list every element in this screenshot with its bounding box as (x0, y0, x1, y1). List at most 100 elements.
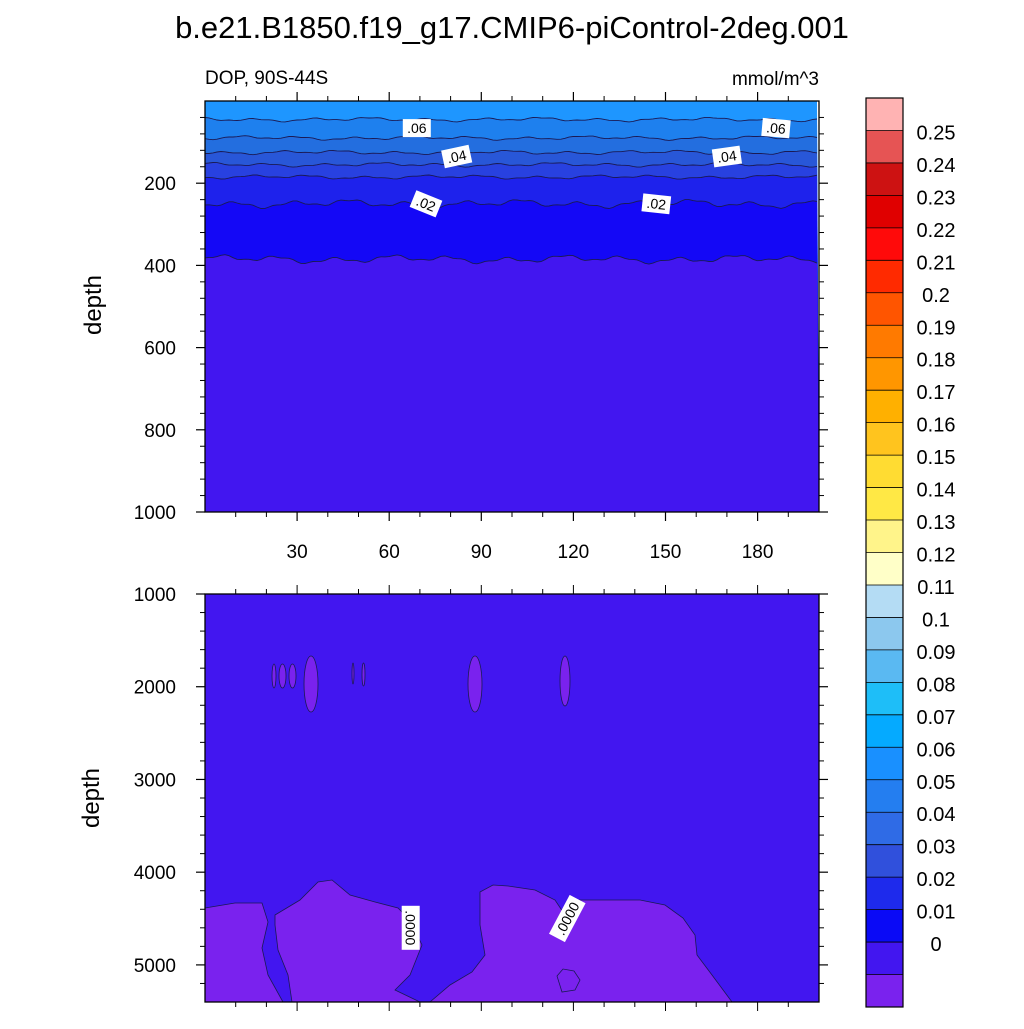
colorbar-swatch (866, 357, 903, 391)
colorbar-label: 0.21 (917, 252, 956, 274)
lower-contour-fill (204, 594, 819, 1003)
colorbar-label: 0.09 (917, 642, 956, 664)
colorbar-label: 0.07 (917, 707, 956, 729)
colorbar-label: 0.25 (917, 122, 956, 144)
upper-y-axis-label: depth (80, 275, 107, 335)
colorbar-label: 0 (930, 934, 941, 956)
colorbar-label: 0.04 (917, 804, 956, 826)
upper-subtitle-left: DOP, 90S-44S (205, 68, 328, 89)
y-tick-label: 3000 (134, 770, 176, 791)
colorbar-swatch (866, 487, 903, 521)
colorbar-label: 0.23 (917, 187, 956, 209)
contour-line-7 (204, 254, 818, 265)
upper-panel: DOP, 90S-44S mmol/m^3 depth .06 .06 .04 .04… (80, 68, 828, 563)
colorbar-swatch (866, 325, 903, 359)
colorbar-swatch (866, 130, 903, 164)
contour-label-5: .02 (641, 193, 672, 215)
colorbar: 0.25 0.24 0.23 0.22 0.21 0.2 0.19 0.18 0.17 0.16 0… (865, 97, 956, 1008)
contour-line-5 (204, 174, 818, 180)
contour-label-text: .06 (407, 120, 427, 136)
y-tick-label: 600 (144, 339, 176, 360)
contour-label-0: .06 (402, 119, 431, 138)
y-tick-label: 1000 (134, 503, 176, 524)
colorbar-swatch (866, 227, 903, 261)
colorbar-label: 0.1 (922, 609, 950, 631)
contour-label-text: .0000 (403, 910, 419, 945)
contour-line-6 (204, 199, 818, 210)
shallow-pocket-7 (559, 655, 571, 707)
contour-label-3: .04 (711, 145, 743, 168)
colorbar-label: 0.13 (917, 512, 956, 534)
colorbar-swatch (866, 682, 903, 716)
contour-label-box (409, 190, 443, 218)
deep-region-center-right (428, 884, 733, 1003)
contour-label-text: .02 (646, 195, 667, 213)
upper-plot-frame (204, 100, 820, 513)
colorbar-swatch (866, 422, 903, 456)
contour-label-text: .04 (446, 147, 469, 167)
colorbar-label: 0.19 (917, 317, 956, 339)
contour-label-box (402, 119, 431, 138)
x-tick-label: 30 (287, 542, 308, 563)
colorbar-label: 0.18 (917, 350, 956, 372)
contour-label-2: .04 (441, 144, 473, 169)
x-tick-label: 60 (379, 542, 400, 563)
contour-label-box (401, 905, 420, 950)
colorbar-label: 0.03 (917, 837, 956, 859)
x-tick-label: 120 (558, 542, 590, 563)
colorbar-swatch (866, 974, 903, 1008)
contour-band-7 (205, 254, 819, 512)
lower-y-axis-label: depth (78, 768, 105, 828)
colorbar-swatch (866, 942, 903, 975)
colorbar-label: 0.2 (922, 285, 950, 307)
contour-label-1: .06 (761, 117, 791, 139)
x-tick-label: 150 (650, 542, 682, 563)
upper-contour-fill (205, 101, 819, 513)
colorbar-swatch (866, 98, 903, 131)
contour-label-box (761, 117, 791, 139)
colorbar-label: 0.24 (917, 155, 956, 177)
y-tick-label: 4000 (134, 863, 176, 884)
colorbar-swatch (866, 260, 903, 294)
y-tick-label: 5000 (134, 956, 176, 977)
colorbar-swatch (866, 844, 903, 878)
chart-title: b.e21.B1850.f19_g17.CMIP6-piControl-2deg… (175, 10, 849, 45)
y-tick-label: 800 (144, 421, 176, 442)
colorbar-swatch (866, 584, 903, 618)
contour-label-box (711, 145, 743, 168)
shallow-pocket-5 (361, 662, 366, 687)
colorbar-swatch (866, 649, 903, 683)
contour-label-box (641, 193, 672, 215)
colorbar-label: 0.12 (917, 545, 956, 567)
colorbar-swatch (866, 552, 903, 586)
colorbar-label: 0.11 (917, 577, 954, 599)
lower-contour-label-0: .0000 (401, 905, 420, 950)
colorbar-swatch (866, 812, 903, 846)
shallow-pocket-2 (271, 663, 277, 689)
colorbar-label: 0.05 (917, 772, 956, 794)
colorbar-swatch (866, 455, 903, 488)
upper-axis-ticks: 200 400 600 800 1000 30 60 90 120 150 180 (134, 92, 828, 563)
contour-label-box (441, 144, 473, 169)
deep-blob-small (556, 968, 581, 993)
colorbar-swatch (866, 520, 903, 553)
colorbar-swatch (866, 390, 903, 424)
contour-label-4: .02 (409, 190, 443, 218)
colorbar-swatch (866, 909, 903, 943)
shallow-pocket-6 (467, 655, 483, 713)
upper-subtitle-right: mmol/m^3 (732, 69, 819, 90)
colorbar-label: 0.15 (917, 447, 956, 469)
colorbar-label: 0.02 (917, 869, 956, 891)
upper-contour-labels: .06 .06 .04 .04 .02 .02 (402, 117, 791, 218)
lower-axis-ticks: 1000 2000 3000 4000 5000 (134, 585, 828, 1011)
deep-region-center-left (274, 879, 423, 1003)
colorbar-label: 0.08 (917, 674, 956, 696)
colorbar-swatch (866, 617, 903, 651)
colorbar-label: 0.17 (917, 382, 956, 404)
lower-plot-frame (204, 593, 820, 1003)
contour-label-box (549, 894, 586, 943)
contour-label-text: .04 (716, 147, 738, 166)
shallow-pocket-1 (278, 663, 287, 689)
